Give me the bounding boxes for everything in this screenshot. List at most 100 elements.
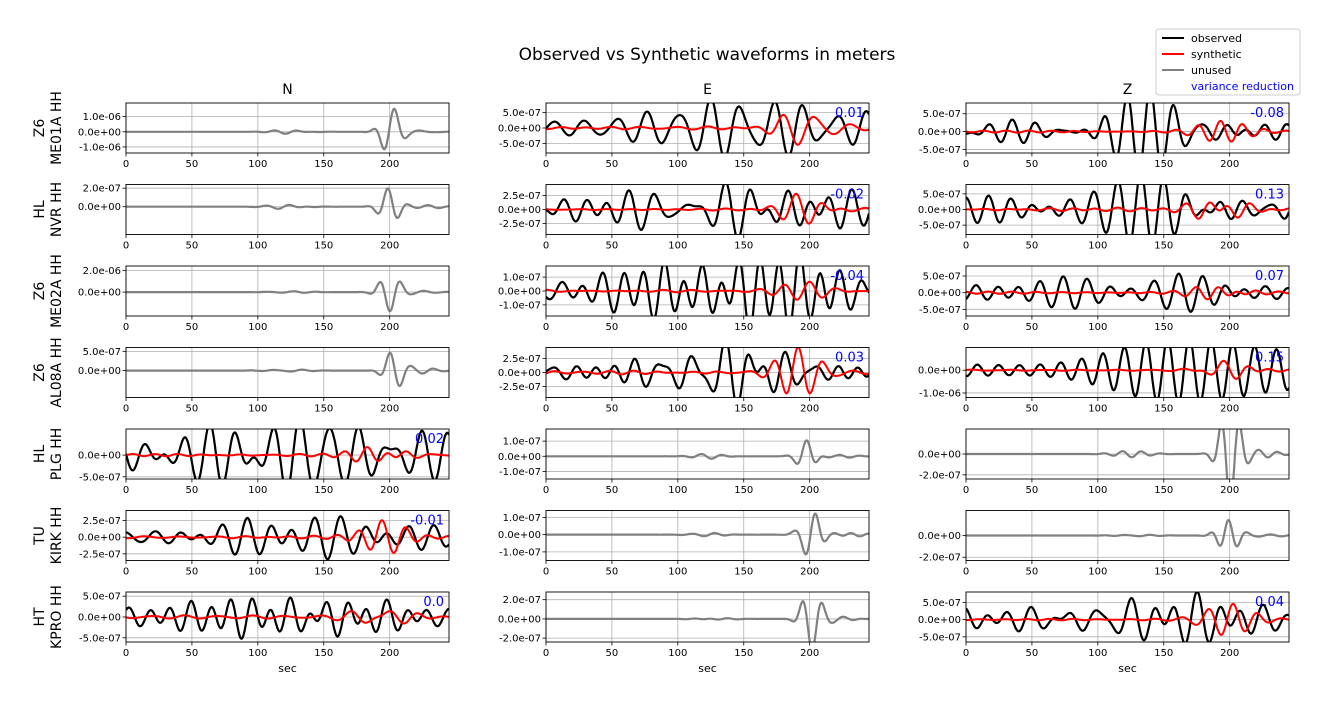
y-tick-label: 0.0e+00 xyxy=(918,531,961,542)
y-tick-label: 5.0e-07 xyxy=(83,592,121,603)
station-label-line: Z6 xyxy=(32,119,48,138)
unused-trace xyxy=(126,187,449,220)
x-tick-label: 50 xyxy=(186,567,199,578)
unused-trace xyxy=(546,439,869,465)
waveform-panel: 0 50 100 150 200 -2.0e-07 0.0e+00 xyxy=(918,510,1290,578)
y-tick-label: 1.0e-07 xyxy=(503,513,541,524)
x-tick-label: 50 xyxy=(606,485,619,496)
synthetic-trace xyxy=(546,280,869,301)
unused-trace xyxy=(546,600,869,642)
station-label-line: AL08A HH xyxy=(49,337,65,407)
waveform-panel: 0 50 100 150 200 -5.0e-07 0.0e+00 5.0e-07 0.04 se… xyxy=(918,591,1290,675)
variance-reduction-value: 0.07 xyxy=(1255,269,1284,284)
y-tick-label: 2.5e-07 xyxy=(83,516,121,527)
x-tick-label: 50 xyxy=(186,322,199,333)
synthetic-trace xyxy=(966,119,1289,143)
x-tick-label: 100 xyxy=(248,241,267,252)
station-row: Z6ME02A HH 0 50 100 150 200 0.0e+00 2.0e-06 0 50 1… xyxy=(32,254,1290,333)
y-tick-label: 0.0e+00 xyxy=(498,530,541,541)
observed-trace xyxy=(546,184,869,235)
x-tick-label: 50 xyxy=(606,648,619,659)
x-tick-label: 150 xyxy=(1154,159,1173,170)
x-tick-label: 150 xyxy=(734,322,753,333)
x-tick-label: 50 xyxy=(1026,485,1039,496)
x-tick-label: 0 xyxy=(543,159,549,170)
station-row: HLNVR HH 0 50 100 150 200 0.0e+00 2.0e-07 0 50 100… xyxy=(32,182,1290,252)
x-tick-label: 0 xyxy=(543,485,549,496)
legend-box xyxy=(1155,28,1301,96)
y-tick-label: 0.0e+00 xyxy=(498,124,541,135)
variance-reduction-value: 0.0 xyxy=(423,595,444,610)
x-tick-label: 200 xyxy=(1220,567,1239,578)
unused-trace xyxy=(966,429,1289,479)
y-tick-label: 0.0e+00 xyxy=(918,205,961,216)
y-tick-label: -2.5e-07 xyxy=(499,219,541,230)
panel-frame xyxy=(125,184,450,235)
x-tick-label: 0 xyxy=(963,404,969,415)
variance-reduction-value: -0.04 xyxy=(830,269,864,284)
x-tick-label: 50 xyxy=(606,322,619,333)
y-tick-label: 2.5e-07 xyxy=(503,191,541,202)
station-label: Z6ME01A HH xyxy=(32,91,65,165)
x-tick-label: 150 xyxy=(1154,648,1173,659)
x-axis-label: sec xyxy=(698,662,717,675)
station-row: Z6ME01A HH 0 50 100 150 200 -1.0e-06 0.0e+00 1.0… xyxy=(32,91,1290,170)
y-tick-label: 5.0e-07 xyxy=(923,272,961,283)
panel-frame xyxy=(965,265,1290,317)
panel-frame xyxy=(125,510,450,561)
waveform-panel: 0 50 100 150 200 -2.5e-07 0.0e+00 2.5e-07 0.03 xyxy=(498,347,870,415)
x-tick-label: 100 xyxy=(248,648,267,659)
variance-reduction-value: 0.04 xyxy=(1255,595,1284,610)
x-tick-label: 0 xyxy=(963,159,969,170)
waveform-panel: 0 50 100 150 200 -1.0e-06 0.0e+00 1.0e-06 xyxy=(78,102,450,170)
legend: observed synthetic unused variance reductio… xyxy=(1155,28,1301,96)
station-label: HTKPRO HH xyxy=(32,585,65,649)
y-tick-label: 5.0e-07 xyxy=(923,189,961,200)
panel-frame xyxy=(125,428,450,480)
x-tick-label: 100 xyxy=(668,322,687,333)
x-tick-label: 150 xyxy=(314,567,333,578)
x-tick-label: 100 xyxy=(668,241,687,252)
x-tick-label: 100 xyxy=(1088,241,1107,252)
station-row: HTKPRO HH 0 50 100 150 200 -5.0e-07 0.0e+00 5.0e… xyxy=(32,585,1290,675)
x-tick-label: 0 xyxy=(963,322,969,333)
y-tick-label: 0.0e+00 xyxy=(78,613,121,624)
waveform-panel: 0 50 100 150 200 0.0e+00 2.0e-06 xyxy=(78,265,450,333)
x-tick-label: 100 xyxy=(668,404,687,415)
x-tick-label: 150 xyxy=(314,159,333,170)
y-tick-label: 0.0e+00 xyxy=(918,450,961,461)
x-tick-label: 200 xyxy=(1220,322,1239,333)
x-tick-label: 100 xyxy=(1088,485,1107,496)
variance-reduction-value: -0.02 xyxy=(830,188,864,203)
panel-frame xyxy=(545,428,870,480)
y-tick-label: 0.0e+00 xyxy=(918,615,961,626)
station-label: HLNVR HH xyxy=(32,182,65,237)
waveform-panel: 0 50 100 150 200 -5.0e-07 0.0e+00 5.0e-07 0.01 xyxy=(498,102,870,170)
panel-frame xyxy=(125,102,450,154)
x-tick-label: 200 xyxy=(1220,485,1239,496)
y-tick-label: -5.0e-07 xyxy=(79,472,121,483)
x-tick-label: 100 xyxy=(668,648,687,659)
waveform-panel: 0 50 100 150 200 -1.0e-06 0.0e+00 0.15 xyxy=(918,347,1290,415)
waveform-panel: 0 50 100 150 200 -5.0e-07 0.0e+00 5.0e-07 0.0 sec xyxy=(78,591,450,675)
y-tick-label: 1.0e-07 xyxy=(503,273,541,284)
waveform-panel: 0 50 100 150 200 -2.5e-07 0.0e+00 2.5e-07 -0.01 xyxy=(78,510,450,578)
x-tick-label: 50 xyxy=(186,241,199,252)
x-axis-label: sec xyxy=(1118,662,1137,675)
x-tick-label: 0 xyxy=(123,241,129,252)
x-tick-label: 100 xyxy=(248,485,267,496)
observed-trace xyxy=(126,515,449,561)
y-tick-label: -2.5e-07 xyxy=(79,549,121,560)
unused-trace xyxy=(546,512,869,556)
variance-reduction-value: 0.01 xyxy=(835,106,864,121)
waveform-panel: 0 50 100 150 200 -5.0e-07 0.0e+00 0.02 xyxy=(78,428,450,496)
waveform-panel: 0 50 100 150 200 -1.0e-07 0.0e+00 1.0e-07 xyxy=(498,428,870,496)
synthetic-trace xyxy=(966,286,1289,301)
x-tick-label: 0 xyxy=(963,567,969,578)
legend-label: variance reduction xyxy=(1191,80,1294,93)
column-title-e: E xyxy=(703,82,712,98)
x-tick-label: 200 xyxy=(380,485,399,496)
y-tick-label: 0.0e+00 xyxy=(918,127,961,138)
x-tick-label: 100 xyxy=(1088,322,1107,333)
